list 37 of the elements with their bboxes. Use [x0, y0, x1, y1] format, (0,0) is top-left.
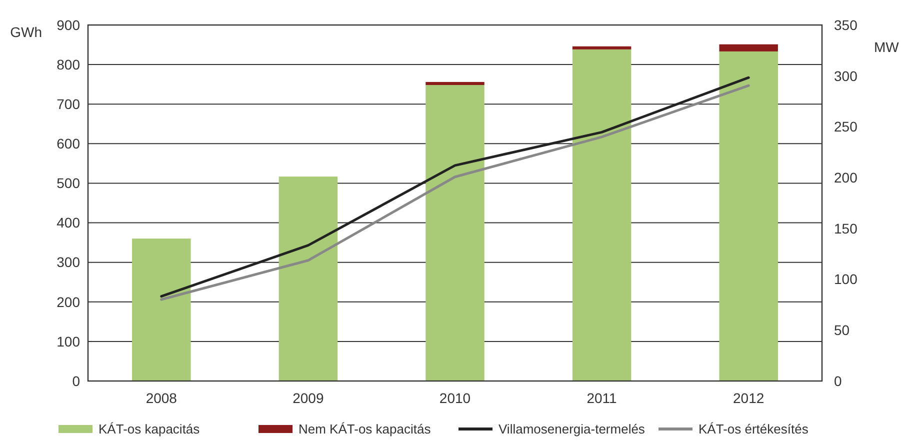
bar — [572, 49, 632, 381]
bar — [278, 176, 338, 381]
bar — [719, 51, 778, 381]
y2-tick-label: 50 — [834, 322, 850, 338]
y-tick-label: 900 — [56, 16, 80, 33]
x-tick-label: 2011 — [586, 390, 618, 406]
y2-tick-label: 300 — [834, 68, 858, 84]
y-tick-label: 0 — [72, 372, 80, 389]
y2-axis-title: MW — [874, 39, 900, 55]
bar — [572, 46, 632, 50]
bar — [426, 85, 484, 381]
bar — [426, 82, 484, 86]
y2-tick-label: 200 — [834, 169, 858, 186]
x-tick-label: 2010 — [439, 390, 471, 406]
legend-label: KÁT-os kapacitás — [98, 422, 200, 437]
y-tick-label: 800 — [56, 56, 80, 72]
y-tick-label: 500 — [56, 175, 80, 192]
x-tick-label: 2012 — [733, 390, 764, 406]
y-tick-label: 400 — [56, 214, 80, 231]
y-tick-label: 700 — [56, 96, 80, 112]
y2-tick-label: 150 — [834, 220, 858, 236]
legend-label: Villamosenergia-termelés — [498, 422, 646, 437]
legend-label: KÁT-os értékesítés — [698, 422, 809, 437]
bar — [132, 238, 191, 381]
x-tick-label: 2009 — [292, 390, 324, 406]
bar — [719, 44, 778, 52]
y-tick-label: 100 — [56, 333, 80, 350]
legend-label: Nem KÁT-os kapacitás — [298, 422, 432, 437]
y-tick-label: 600 — [56, 136, 80, 152]
y2-tick-label: 350 — [834, 16, 858, 33]
y-tick-label: 300 — [56, 254, 80, 270]
y-axis-title: GWh — [10, 24, 42, 40]
y2-tick-label: 0 — [834, 372, 842, 389]
y2-tick-label: 100 — [834, 271, 858, 288]
y-tick-label: 200 — [56, 294, 80, 310]
x-tick-label: 2008 — [146, 390, 178, 406]
y2-tick-label: 250 — [834, 118, 858, 135]
